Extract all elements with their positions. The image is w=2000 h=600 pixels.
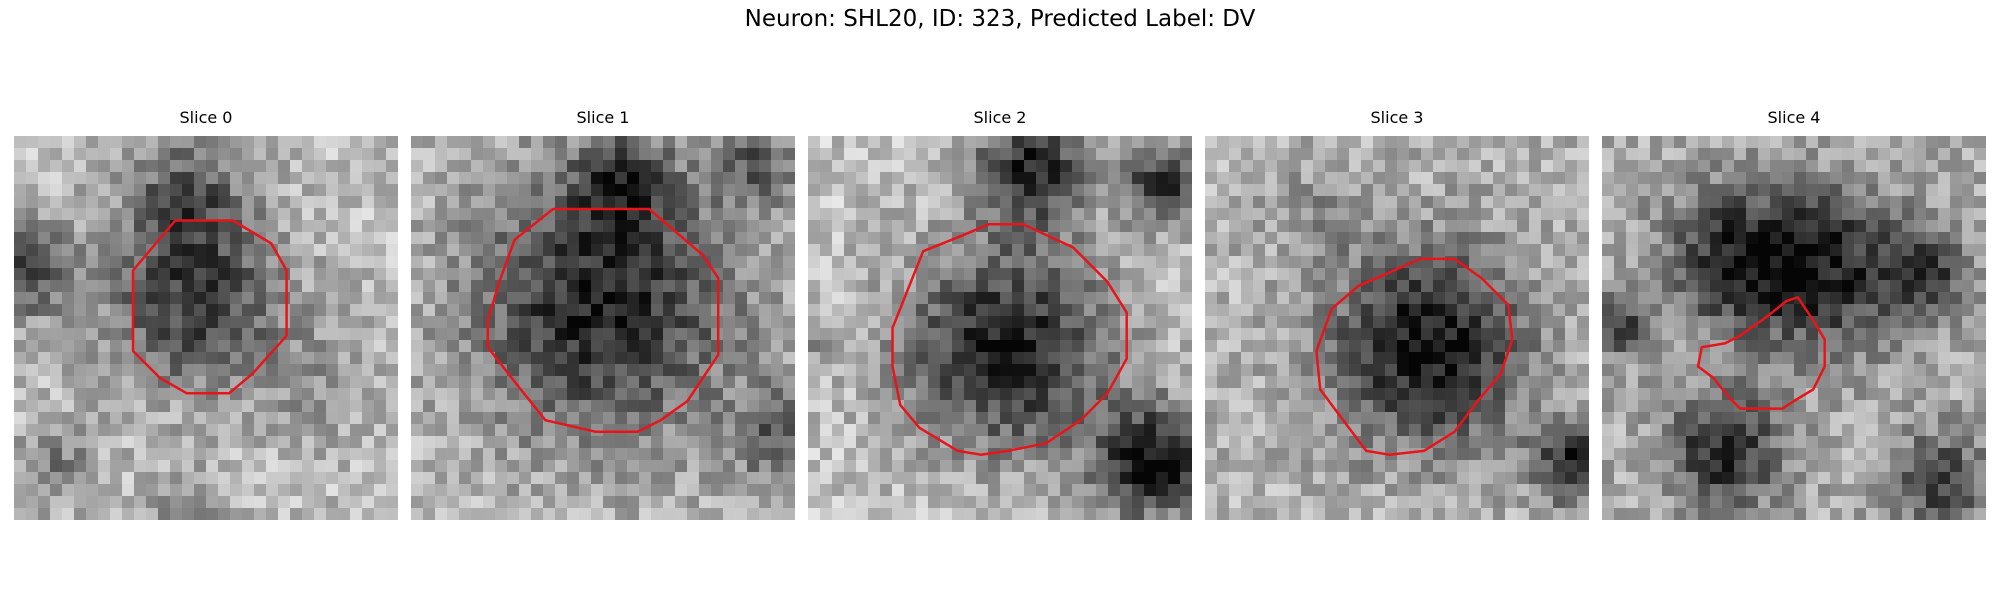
slice-image-1 (411, 136, 795, 520)
slice-image-0 (14, 136, 398, 520)
slice-title-1: Slice 1 (576, 108, 630, 127)
roi-contour-4 (1696, 296, 1826, 410)
slice-title-2: Slice 2 (973, 108, 1027, 127)
slice-title-4: Slice 4 (1767, 108, 1821, 127)
figure-title: Neuron: SHL20, ID: 323, Predicted Label:… (744, 6, 1256, 32)
roi-contour-3 (1315, 257, 1514, 456)
slice-panel-2: Slice 2 (808, 108, 1192, 520)
roi-contour-0 (131, 219, 288, 395)
slice-panel-0: Slice 0 (14, 108, 398, 520)
roi-contour-1 (486, 207, 720, 433)
slice-panel-4: Slice 4 (1602, 108, 1986, 520)
slice-image-2 (808, 136, 1192, 520)
slice-panel-1: Slice 1 (411, 108, 795, 520)
slice-image-4 (1602, 136, 1986, 520)
slice-title-0: Slice 0 (179, 108, 233, 127)
slice-title-3: Slice 3 (1370, 108, 1424, 127)
roi-contour-2 (891, 223, 1128, 456)
slice-image-3 (1205, 136, 1589, 520)
slice-panel-3: Slice 3 (1205, 108, 1589, 520)
